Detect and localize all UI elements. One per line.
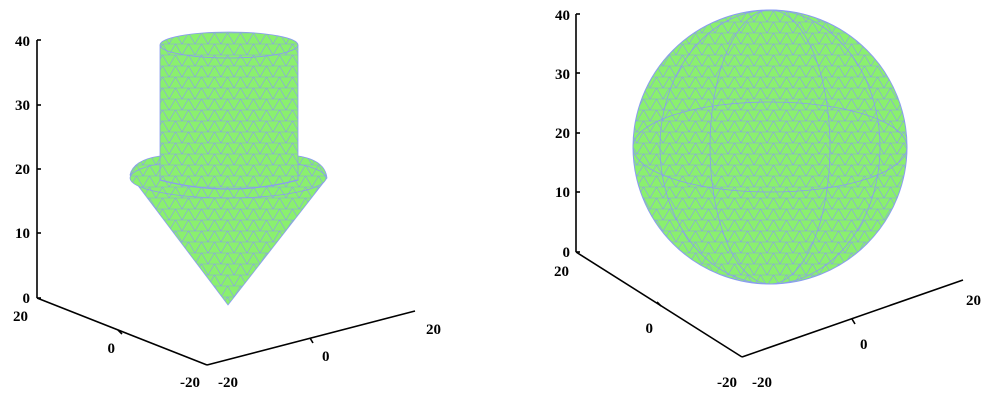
x-tick-label: -20 <box>218 375 238 391</box>
z-tick-label: 30 <box>555 67 570 83</box>
y-tick-label: -20 <box>180 375 200 391</box>
sphere-surface <box>632 9 908 285</box>
x-tick-label: 0 <box>860 337 868 353</box>
panel-right: 40 30 20 10 0 20 0 -20 -20 0 20 <box>554 8 981 391</box>
y-tick-label: 20 <box>554 264 569 280</box>
x-tick-label: 20 <box>426 322 441 338</box>
z-tick-label: 10 <box>555 185 570 201</box>
cylinder-base-edge <box>159 179 299 190</box>
x-axis-right <box>741 279 964 358</box>
x-tick-mark <box>309 337 314 344</box>
z-tick-label: 10 <box>15 226 30 242</box>
cylinder-surface <box>159 44 299 190</box>
y-tick-mark <box>117 329 123 335</box>
z-tick-label: 0 <box>23 291 31 307</box>
z-tick-label: 20 <box>15 162 30 178</box>
sphere-latitude <box>632 101 908 193</box>
x-tick-label: -20 <box>752 375 772 391</box>
y-tick-label: 0 <box>646 321 654 337</box>
y-tick-label: -20 <box>717 375 737 391</box>
x-tick-mark <box>851 318 856 325</box>
z-tick-label: 0 <box>563 245 571 261</box>
sphere-object <box>632 9 908 285</box>
cylinder-top <box>159 31 299 59</box>
x-tick-label: 20 <box>966 293 981 309</box>
z-tick-label: 20 <box>555 126 570 142</box>
y-tick-label: 0 <box>108 341 116 357</box>
y-tick-label: 20 <box>13 309 28 325</box>
sphere-longitude <box>659 9 881 285</box>
z-tick-label: 40 <box>15 34 30 50</box>
y-axis-left <box>36 297 208 366</box>
x-axis-left <box>206 310 416 366</box>
panel-left: 40 30 20 10 0 20 0 -20 -20 0 20 <box>13 31 441 391</box>
z-tick-label: 40 <box>555 8 570 24</box>
z-tick-label: 30 <box>15 98 30 114</box>
cylinder-cone-object <box>129 31 328 306</box>
y-tick-mark <box>656 301 662 307</box>
x-tick-label: 0 <box>322 349 330 365</box>
